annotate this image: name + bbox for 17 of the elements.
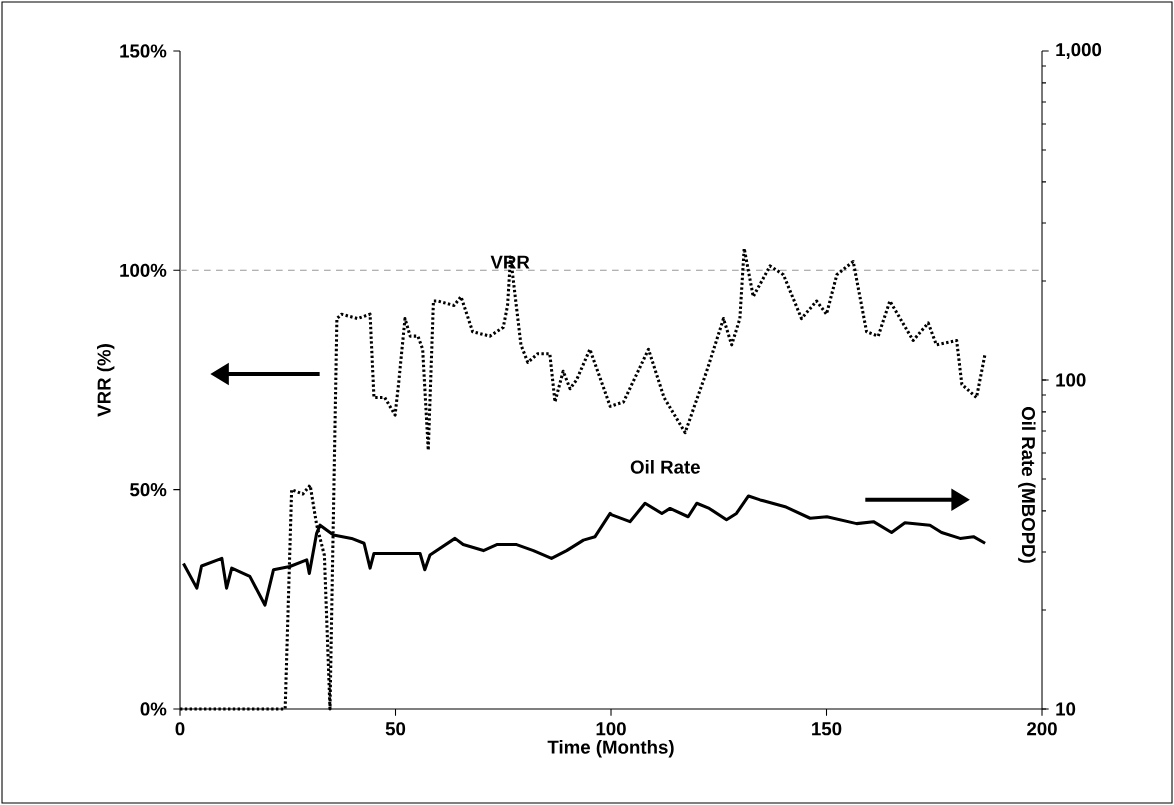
y2-tick-label: 100	[1056, 373, 1086, 387]
x-tick-label: 50	[385, 722, 406, 736]
y-tick-label: 150%	[120, 44, 167, 58]
x-tick-label: 0	[175, 722, 185, 736]
y-tick-label: 50%	[130, 483, 167, 497]
x-tick-label: 100	[596, 722, 626, 736]
series-label: Oil Rate	[630, 459, 700, 474]
y2-axis-title: Oil Rate (MBOPD)	[1018, 406, 1036, 563]
y2-tick-label: 1,000	[1056, 43, 1102, 59]
series-label: VRR	[490, 255, 530, 269]
y-tick-label: 100%	[120, 263, 167, 277]
x-axis-title: Time (Months)	[547, 740, 674, 758]
x-tick-label: 200	[1027, 722, 1057, 736]
y-axis-title: VRR (%)	[97, 344, 115, 417]
y2-tick-label: 10	[1056, 702, 1076, 716]
x-tick-label: 150	[812, 722, 842, 736]
y-tick-label: 0%	[140, 702, 167, 716]
